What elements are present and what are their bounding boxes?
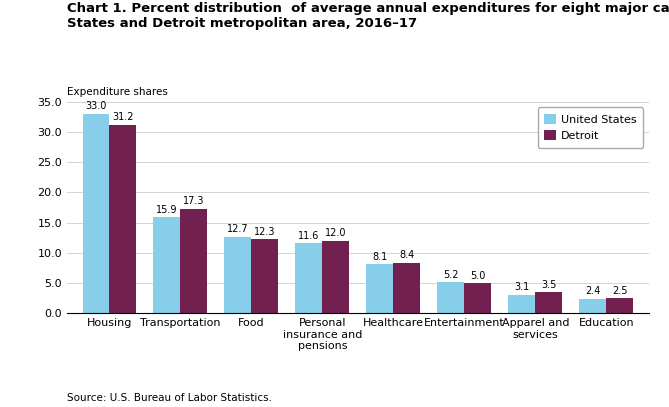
Text: 33.0: 33.0	[86, 101, 106, 112]
Text: 31.2: 31.2	[112, 112, 134, 123]
Text: 8.4: 8.4	[399, 250, 415, 260]
Bar	[367, 265, 393, 313]
Bar	[438, 282, 464, 313]
Bar	[579, 299, 606, 313]
Text: 5.2: 5.2	[443, 269, 459, 280]
Bar	[296, 243, 322, 313]
Text: 2.4: 2.4	[585, 287, 601, 296]
Bar	[82, 114, 110, 313]
Text: 15.9: 15.9	[157, 205, 178, 215]
Text: 12.0: 12.0	[325, 228, 347, 239]
Text: Source: U.S. Bureau of Labor Statistics.: Source: U.S. Bureau of Labor Statistics.	[67, 393, 272, 403]
Text: 5.0: 5.0	[470, 271, 486, 281]
Bar	[393, 263, 420, 313]
Text: 3.1: 3.1	[514, 282, 529, 292]
Bar	[535, 292, 563, 313]
Bar	[464, 283, 491, 313]
Bar	[322, 241, 349, 313]
Text: 11.6: 11.6	[298, 231, 320, 241]
Text: 12.3: 12.3	[254, 227, 276, 236]
Legend: United States, Detroit: United States, Detroit	[538, 107, 644, 148]
Text: Expenditure shares: Expenditure shares	[67, 87, 168, 97]
Bar	[606, 298, 634, 313]
Text: 12.7: 12.7	[227, 224, 249, 234]
Text: 3.5: 3.5	[541, 280, 557, 290]
Text: 17.3: 17.3	[183, 196, 205, 206]
Text: 2.5: 2.5	[612, 286, 628, 296]
Bar	[252, 239, 278, 313]
Bar	[110, 125, 136, 313]
Bar	[153, 217, 181, 313]
Text: Chart 1. Percent distribution  of average annual expenditures for eight major ca: Chart 1. Percent distribution of average…	[67, 2, 669, 30]
Text: 8.1: 8.1	[372, 252, 387, 262]
Bar	[508, 295, 535, 313]
Bar	[225, 236, 252, 313]
Bar	[181, 209, 207, 313]
